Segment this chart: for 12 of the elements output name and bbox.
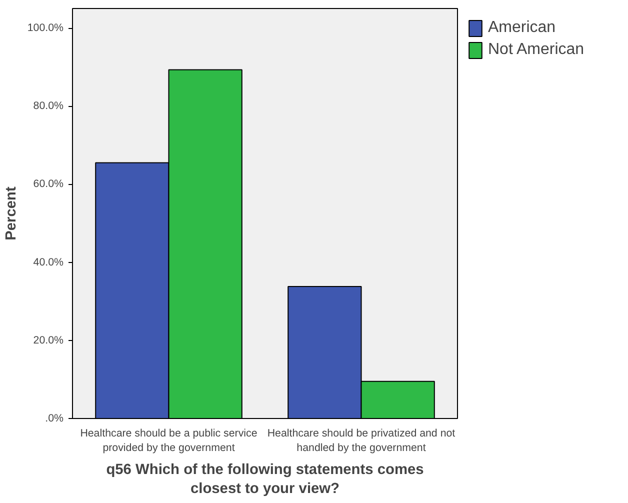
x-tick-label: Healthcare should be privatized and not handled by the government bbox=[267, 428, 456, 454]
y-tick-label: 100.0% bbox=[27, 22, 64, 34]
x-axis-title: q56 Which of the following statements comes closest to your view? bbox=[106, 462, 424, 498]
y-axis-title: Percent bbox=[3, 186, 20, 240]
legend-label: Not American bbox=[488, 41, 584, 59]
legend-label: American bbox=[488, 19, 556, 37]
y-tick-label: 40.0% bbox=[33, 256, 64, 268]
y-tick-label: .0% bbox=[45, 412, 64, 424]
y-tick-label: 20.0% bbox=[33, 334, 64, 346]
x-tick-label: Healthcare should be a public service provided by the government bbox=[80, 428, 258, 454]
y-tick-label: 60.0% bbox=[33, 178, 64, 190]
y-tick-label: 80.0% bbox=[33, 100, 64, 112]
